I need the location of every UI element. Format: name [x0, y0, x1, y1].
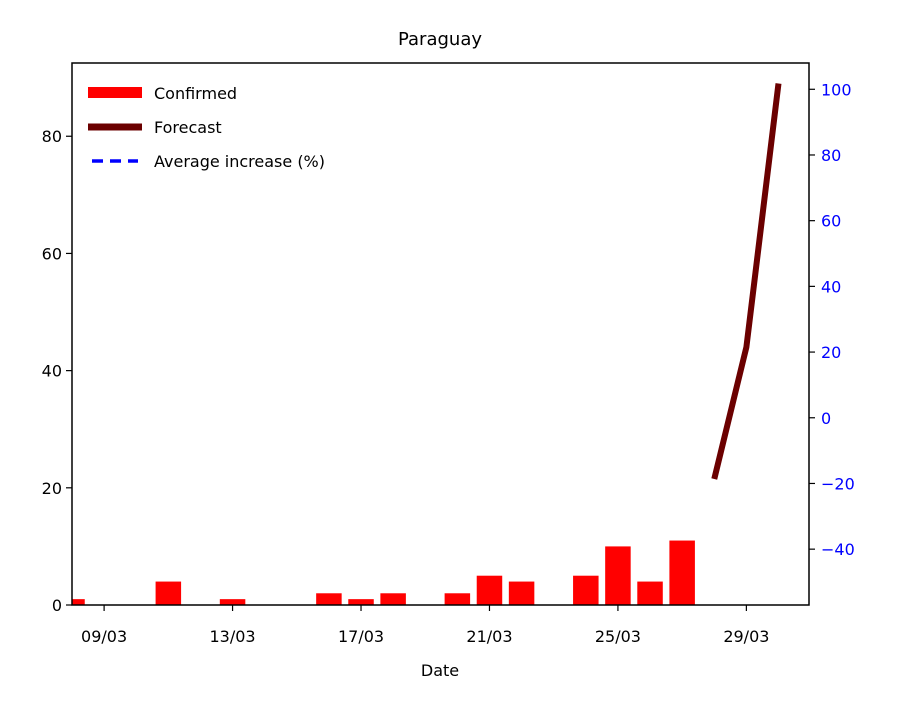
- left-tick-label: 20: [42, 479, 62, 498]
- right-tick-label: −40: [821, 540, 855, 559]
- legend-label-confirmed: Confirmed: [154, 84, 237, 103]
- bar-11: [155, 581, 182, 605]
- right-tick-label: 60: [821, 212, 841, 231]
- left-axis: 0 20 40 60 80: [42, 127, 72, 615]
- series-line-forecast: [711, 83, 782, 480]
- right-tick-label: 40: [821, 277, 841, 296]
- bar-20: [444, 593, 471, 605]
- x-tick-label: 21/03: [466, 627, 512, 646]
- x-tick-label: 09/03: [81, 627, 127, 646]
- x-axis: 09/03 13/03 17/03 21/03 25/03 29/03: [81, 605, 769, 646]
- x-tick-label: 25/03: [595, 627, 641, 646]
- bar-8: [72, 599, 85, 605]
- legend: Confirmed Forecast Average increase (%): [88, 84, 325, 171]
- x-tick-label: 13/03: [210, 627, 256, 646]
- bar-25: [605, 546, 631, 605]
- lines-layer: [711, 83, 782, 480]
- legend-label-forecast: Forecast: [154, 118, 222, 137]
- left-tick-label: 40: [42, 362, 62, 381]
- bar-26: [637, 581, 663, 605]
- right-tick-label: 100: [821, 80, 852, 99]
- left-tick-label: 60: [42, 244, 62, 263]
- right-tick-label: 20: [821, 343, 841, 362]
- plot-frame: [71, 62, 810, 606]
- x-tick-label: 29/03: [723, 627, 769, 646]
- left-tick-label: 0: [52, 596, 62, 615]
- bar-16: [316, 593, 342, 605]
- legend-label-average-increase: Average increase (%): [154, 152, 325, 171]
- bar-21: [476, 575, 503, 605]
- bar-18: [380, 593, 406, 605]
- bar-24: [573, 575, 599, 605]
- bar-22: [508, 581, 535, 605]
- right-axis: −40 −20 0 20 40 60 80 100: [809, 80, 855, 559]
- left-tick-label: 80: [42, 127, 62, 146]
- right-tick-label: 80: [821, 146, 841, 165]
- x-tick-label: 17/03: [338, 627, 384, 646]
- bar-13: [219, 599, 246, 605]
- chart-title: Paraguay: [398, 29, 482, 50]
- x-axis-label: Date: [421, 661, 459, 680]
- bar-17: [348, 599, 374, 605]
- right-tick-label: 0: [821, 409, 831, 428]
- bars-layer: [72, 540, 695, 605]
- legend-swatch-confirmed: [88, 87, 142, 98]
- right-tick-label: −20: [821, 474, 855, 493]
- bar-27: [669, 540, 695, 605]
